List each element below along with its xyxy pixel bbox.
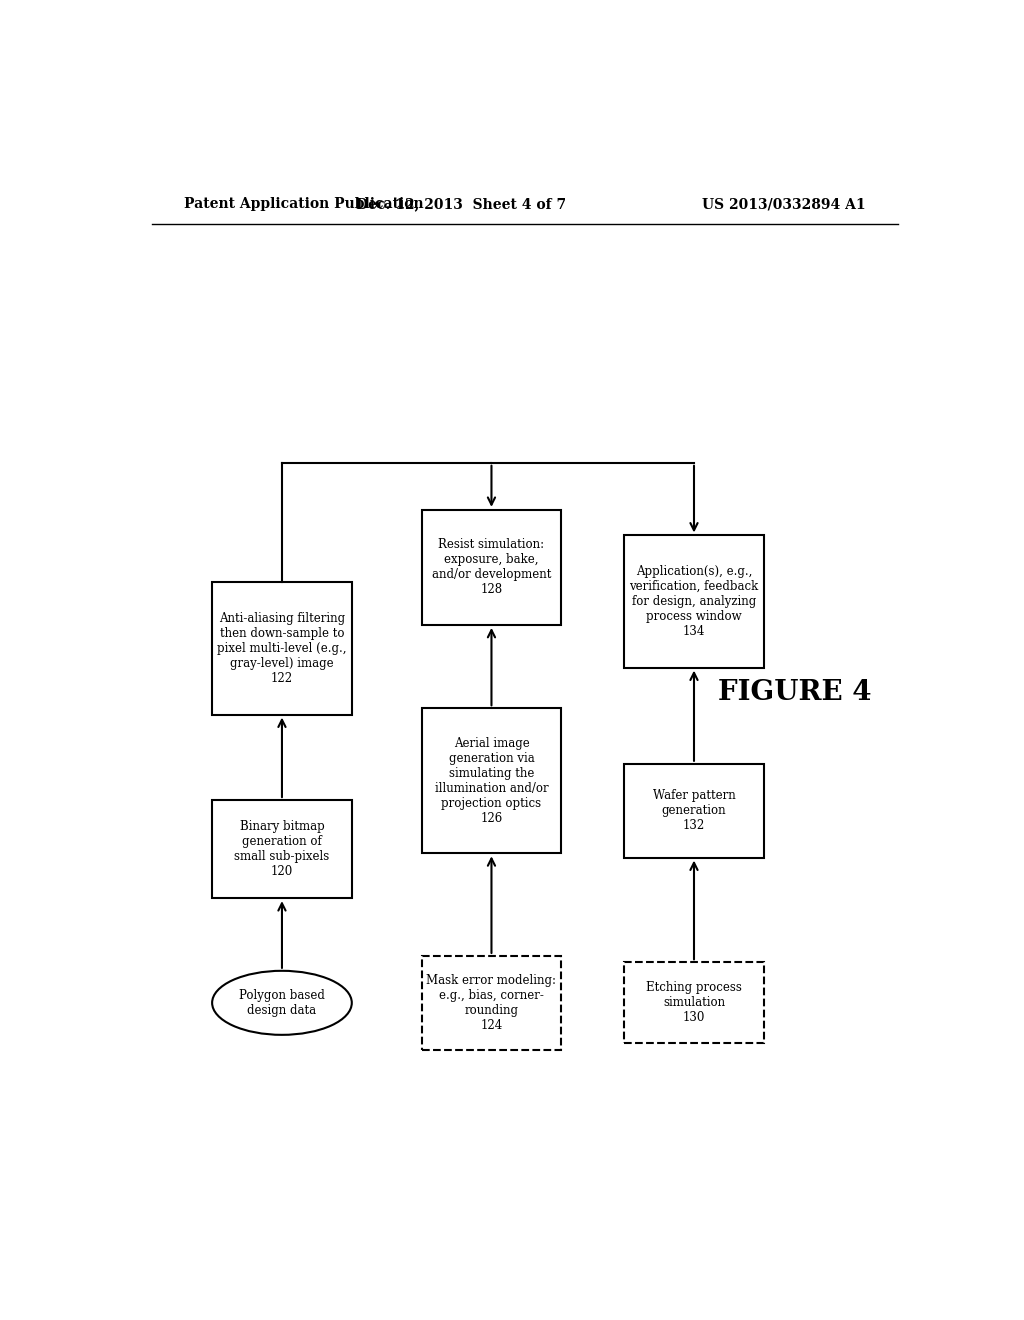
Text: Wafer pattern
generation
132: Wafer pattern generation 132 xyxy=(652,789,735,832)
Bar xyxy=(625,764,764,858)
Text: Aerial image
generation via
simulating the
illumination and/or
projection optics: Aerial image generation via simulating t… xyxy=(434,737,548,825)
Text: Mask error modeling:
e.g., bias, corner-
rounding
124: Mask error modeling: e.g., bias, corner-… xyxy=(426,974,556,1032)
Bar xyxy=(625,536,764,668)
Bar xyxy=(422,956,561,1049)
Text: Dec. 12, 2013  Sheet 4 of 7: Dec. 12, 2013 Sheet 4 of 7 xyxy=(356,197,566,211)
Text: Application(s), e.g.,
verification, feedback
for design, analyzing
process windo: Application(s), e.g., verification, feed… xyxy=(630,565,759,638)
Text: Resist simulation:
exposure, bake,
and/or development
128: Resist simulation: exposure, bake, and/o… xyxy=(432,539,551,597)
Text: Polygon based
design data: Polygon based design data xyxy=(239,989,325,1016)
Bar xyxy=(212,800,352,898)
Bar xyxy=(422,510,561,626)
Text: Etching process
simulation
130: Etching process simulation 130 xyxy=(646,981,742,1024)
Text: Patent Application Publication: Patent Application Publication xyxy=(183,197,423,211)
Text: Binary bitmap
generation of
small sub-pixels
120: Binary bitmap generation of small sub-pi… xyxy=(234,820,330,878)
Text: US 2013/0332894 A1: US 2013/0332894 A1 xyxy=(702,197,866,211)
Bar xyxy=(212,582,352,714)
Text: Anti-aliasing filtering
then down-sample to
pixel multi-level (e.g.,
gray-level): Anti-aliasing filtering then down-sample… xyxy=(217,612,347,685)
Bar xyxy=(625,962,764,1043)
Text: FIGURE 4: FIGURE 4 xyxy=(718,678,871,705)
Bar xyxy=(422,709,561,854)
